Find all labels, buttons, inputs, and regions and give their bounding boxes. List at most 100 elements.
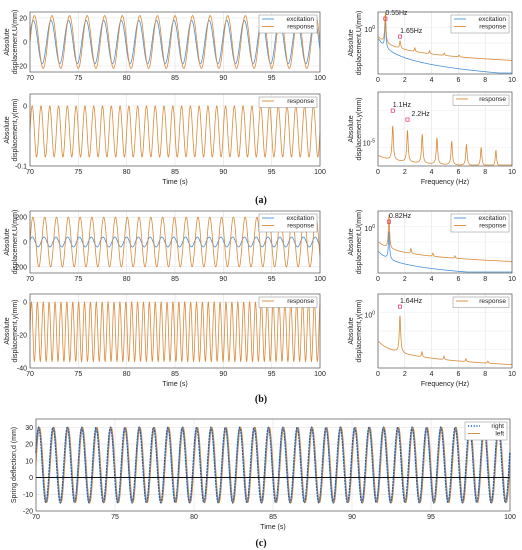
x-tick-label: 4 (430, 371, 434, 378)
legend: response (258, 96, 318, 108)
legend-label-response: response (287, 98, 314, 105)
y-tick-label: 20 (19, 16, 27, 23)
y-tick-label: 200 (15, 215, 27, 222)
x-tick-label: 0 (376, 77, 380, 84)
legend-box (258, 96, 318, 108)
legend-box (258, 14, 318, 34)
series-line-excitation (378, 231, 512, 273)
x-tick-label: 2 (403, 77, 407, 84)
x-tick-label: 6 (456, 169, 460, 176)
legend-label-response: response (287, 223, 314, 230)
x-axis-label: Time (s) (260, 524, 285, 531)
series-line-response (378, 125, 512, 166)
x-tick-label: 95 (427, 514, 435, 521)
y-axis-label: Absolutedisplacement,U(mm) (4, 10, 19, 75)
x-axis-label: Time (s) (162, 381, 187, 388)
peak-annotation: 1.1Hz (393, 102, 412, 109)
plot-frame (29, 293, 321, 369)
x-tick-label: 100 (314, 371, 326, 378)
x-tick-label: 80 (123, 169, 131, 176)
series-line-response (29, 105, 321, 158)
chart-a-time-y: 70 75 80 85 90 95 100 -0.1 0 Time (s) Absolutedisp… (4, 93, 326, 186)
series-line-response (29, 216, 321, 268)
y-axis-label: Absolutedisplacement,y(mm) (348, 299, 363, 362)
peak-annotation: 2.2Hz (411, 111, 430, 118)
x-tick-label: 90 (219, 169, 227, 176)
x-tick-label: 2 (403, 169, 407, 176)
x-tick-label: 95 (268, 75, 276, 82)
x-tick-label: 8 (483, 77, 487, 84)
plot-frame (29, 11, 321, 73)
caption-a: (a) (255, 195, 267, 206)
y-tick-label: 30 (25, 425, 33, 432)
series-line-response (378, 12, 513, 61)
x-tick-label: 8 (483, 371, 487, 378)
x-tick-label: 2 (403, 371, 407, 378)
x-tick-label: 95 (268, 371, 276, 378)
legend: response (258, 296, 318, 308)
peak-marker (383, 16, 388, 21)
x-tick-label: 70 (26, 276, 34, 283)
chart-a-time-U: 70 75 80 85 90 95 100 -20 0 20Absolutedisplacemen… (4, 10, 326, 82)
peak-marker (387, 219, 391, 224)
legend-label-response: response (287, 298, 314, 305)
x-tick-label: 8 (483, 276, 487, 283)
peak-annotation: 0.55Hz (385, 10, 408, 17)
x-tick-label: 80 (190, 514, 198, 521)
chart-c-deflection: 70 75 80 85 90 95 100 -20 -10 0 10 20 30 Time (s) Spri… (11, 418, 516, 531)
x-tick-label: 6 (456, 371, 460, 378)
legend-label-excitation: excitation (479, 215, 507, 222)
x-tick-label: 2 (403, 276, 407, 283)
legend-label-response: response (287, 24, 314, 31)
x-tick-label: 90 (348, 514, 356, 521)
x-tick-label: 75 (74, 371, 82, 378)
y-axis-label: Absolutedisplacement,U(mm) (348, 210, 363, 275)
y-tick-label: -20 (17, 333, 27, 340)
y-tick-label: 10 (25, 458, 33, 465)
y-tick-label: 0 (29, 475, 33, 482)
x-tick-label: 95 (268, 169, 276, 176)
chart-b-time-U: 70 75 80 85 90 95 100 -200 0 200Absolutedisplacem… (4, 210, 326, 283)
plot-frame (377, 91, 513, 167)
plot-frame (377, 210, 513, 274)
legend-label-response: response (479, 223, 506, 230)
plot-frame (377, 293, 513, 369)
peak-annotation: 1.64Hz (400, 298, 423, 305)
peak-marker (405, 117, 410, 122)
legend: response (452, 296, 510, 308)
y-tick-label: 0 (23, 300, 27, 307)
chart-a-freq-U: 0 2 4 6 8 10 100 0.55Hz 1.65Hz Absolutedisplaceme… (348, 10, 516, 84)
legend-box (464, 421, 508, 441)
x-tick-label: 100 (504, 514, 516, 521)
x-tick-label: 90 (219, 75, 227, 82)
chart-a-freq-y: 0 2 4 6 8 10 10-5 1.1Hz 2.2Hz Frequency (Hz) Absol… (348, 91, 516, 186)
y-tick-label: 100 (364, 311, 375, 320)
legend-label-left: left (495, 431, 504, 438)
plot-frame (377, 11, 513, 75)
x-tick-label: 10 (508, 169, 516, 176)
x-tick-label: 75 (111, 514, 119, 521)
y-axis-label: Absolutedisplacement,U(mm) (4, 210, 19, 275)
caption-c: (c) (255, 538, 266, 549)
peak-annotation: 1.65Hz (400, 28, 423, 35)
x-tick-label: 75 (74, 169, 82, 176)
legend-box (452, 94, 510, 106)
x-tick-label: 0 (376, 169, 380, 176)
x-axis-label: Time (s) (162, 179, 187, 186)
x-tick-label: 75 (74, 75, 82, 82)
y-tick-label: 0 (23, 40, 27, 47)
x-tick-label: 90 (219, 371, 227, 378)
x-tick-label: 85 (269, 514, 277, 521)
x-tick-label: 70 (32, 514, 40, 521)
series-line-excitation (29, 19, 321, 65)
series-line-left (35, 426, 511, 504)
legend-box (452, 296, 510, 308)
chart-b-freq-U: 0 2 4 6 8 10 100 0.82Hz Absolutedisplacement,U(m… (348, 210, 516, 283)
y-tick-label: 0 (23, 104, 27, 111)
series-line-response (29, 15, 321, 69)
legend-box (258, 213, 318, 233)
y-tick-label: 10-5 (363, 138, 375, 147)
